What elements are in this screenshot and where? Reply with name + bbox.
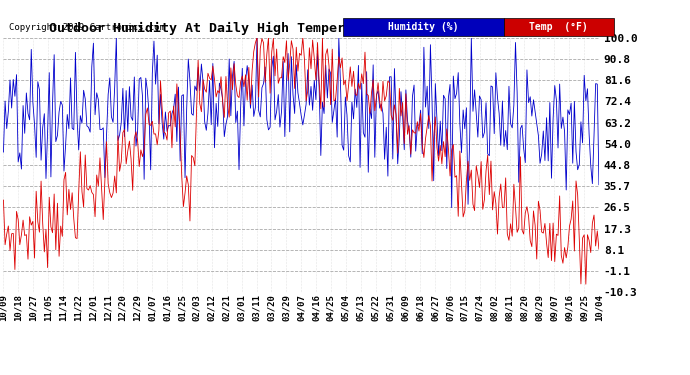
Title: Outdoor Humidity At Daily High Temperature (Past Year) 20191009: Outdoor Humidity At Daily High Temperatu… — [49, 22, 553, 35]
FancyBboxPatch shape — [504, 18, 614, 36]
Text: Humidity (%): Humidity (%) — [388, 22, 459, 32]
Text: Temp  (°F): Temp (°F) — [529, 22, 588, 32]
Text: Copyright 2019 Cartronics.com: Copyright 2019 Cartronics.com — [10, 23, 166, 32]
FancyBboxPatch shape — [343, 18, 504, 36]
